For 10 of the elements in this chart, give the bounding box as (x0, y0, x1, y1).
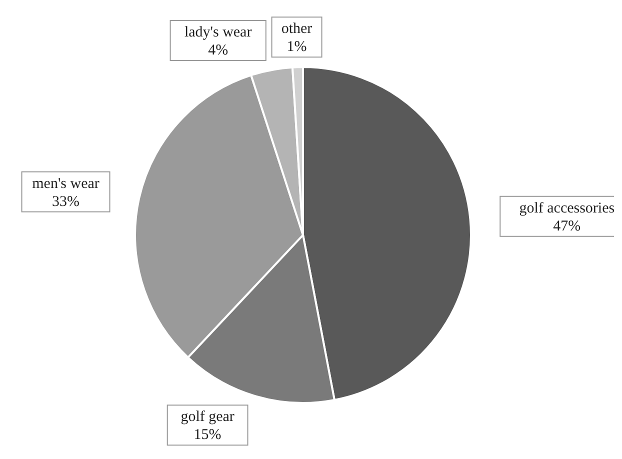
data-label: 15% (194, 427, 222, 444)
slice-label: golf gear (180, 409, 234, 426)
data-label: 1% (286, 39, 307, 56)
data-label: 33% (52, 194, 80, 210)
data-label: 47% (553, 218, 581, 234)
data-label: 4% (208, 42, 228, 59)
slice-label: men's wear (32, 176, 100, 192)
slice-label: lady's wear (184, 24, 252, 41)
slice-label: other (281, 21, 312, 38)
slice-label: golf accessories (519, 200, 615, 216)
